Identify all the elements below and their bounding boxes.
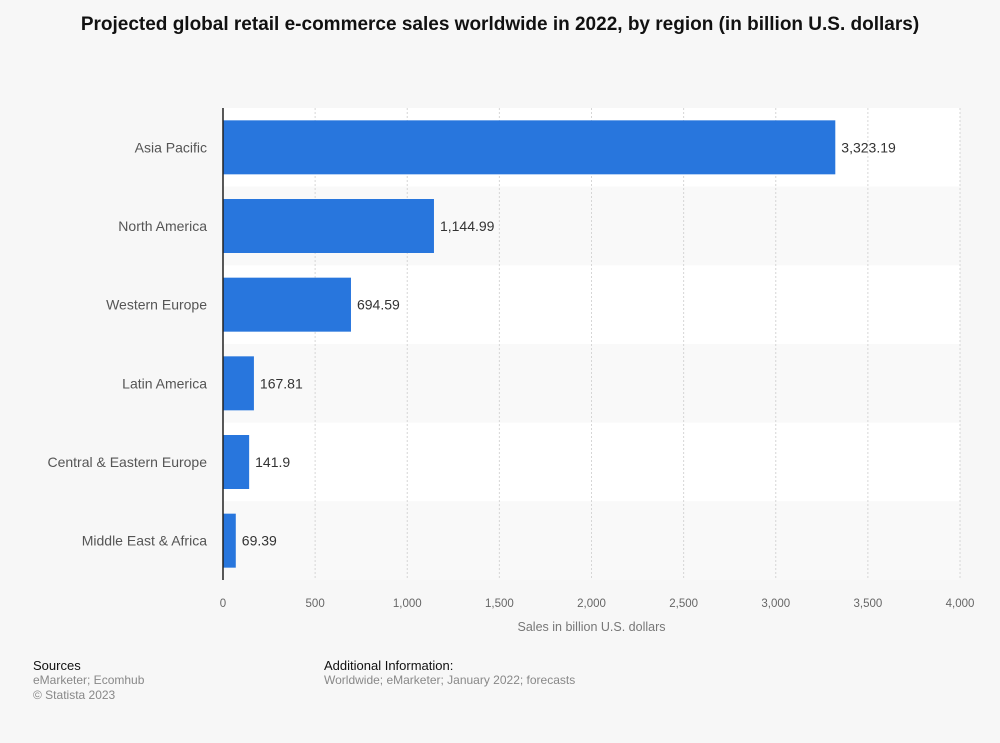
data-label: 141.9 [255, 454, 290, 470]
x-tick-label: 500 [306, 598, 325, 610]
y-category-label: Middle East & Africa [82, 533, 207, 549]
x-tick-label: 1,500 [485, 598, 514, 610]
y-category-label: North America [118, 218, 207, 234]
plot-band [223, 344, 960, 423]
bar [223, 513, 236, 568]
sources-text[interactable]: eMarketer; Ecomhub [33, 673, 145, 687]
copyright: © Statista 2023 [33, 688, 116, 702]
additional-info-text: Worldwide; eMarketer; January 2022; fore… [324, 673, 576, 687]
bar [223, 435, 250, 489]
sources-block: Sources eMarketer; Ecomhub © Statista 20… [33, 658, 144, 703]
data-label: 167.81 [260, 375, 303, 391]
x-tick-label: 1,000 [393, 598, 422, 610]
y-category-label: Central & Eastern Europe [47, 454, 207, 470]
bar [223, 120, 836, 175]
chart-title: Projected global retail e-commerce sales… [80, 14, 920, 35]
x-tick-label: 2,000 [577, 598, 606, 610]
x-tick-label: 3,500 [853, 598, 882, 610]
x-axis-title: Sales in billion U.S. dollars [518, 620, 666, 634]
x-tick-label: 0 [220, 598, 226, 610]
data-label: 694.59 [357, 297, 400, 313]
y-category-label: Latin America [122, 375, 207, 391]
y-category-label: Asia Pacific [135, 139, 207, 155]
data-label: 3,323.19 [841, 139, 896, 155]
x-tick-label: 3,000 [761, 598, 790, 610]
bar [223, 277, 351, 332]
bar [223, 199, 434, 253]
x-tick-label: 2,500 [669, 598, 698, 610]
sources-heading: Sources [33, 658, 81, 673]
bar [223, 356, 254, 411]
data-label: 69.39 [242, 533, 277, 549]
data-label: 1,144.99 [440, 218, 495, 234]
additional-info-heading: Additional Information: [324, 658, 454, 673]
additional-info-block: Additional Information: Worldwide; eMark… [324, 658, 575, 688]
y-category-label: Western Europe [106, 297, 207, 313]
x-tick-label: 4,000 [946, 598, 975, 610]
